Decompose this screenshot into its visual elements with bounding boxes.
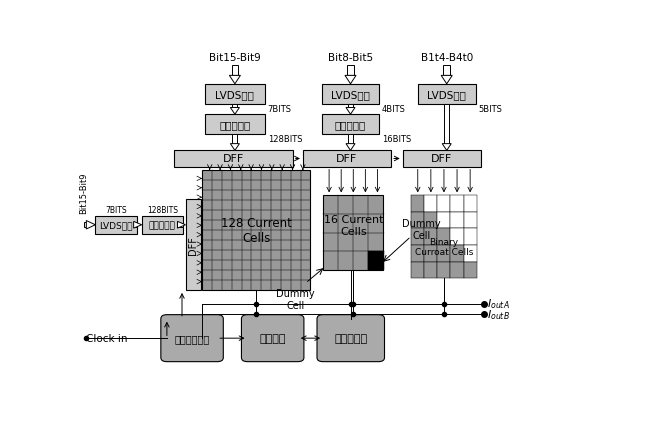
Polygon shape xyxy=(86,221,96,230)
Polygon shape xyxy=(134,222,142,229)
Text: 5BITS: 5BITS xyxy=(478,104,502,113)
Bar xyxy=(142,216,183,234)
Bar xyxy=(450,212,463,229)
Bar xyxy=(463,212,476,229)
Text: Clock in: Clock in xyxy=(86,334,128,343)
Bar xyxy=(450,229,463,245)
Bar xyxy=(450,262,463,279)
Polygon shape xyxy=(442,144,451,151)
FancyBboxPatch shape xyxy=(241,315,304,362)
Bar xyxy=(369,251,383,270)
Text: B1t4-B4t0: B1t4-B4t0 xyxy=(421,53,473,63)
Bar xyxy=(437,229,450,245)
Text: LVDS模块: LVDS模块 xyxy=(99,221,133,230)
Bar xyxy=(303,151,391,167)
Text: LVDS模块: LVDS模块 xyxy=(215,90,254,100)
Bar xyxy=(233,135,237,144)
Text: Bit15-Bit9: Bit15-Bit9 xyxy=(209,53,261,63)
Text: 16BITS: 16BITS xyxy=(382,135,411,144)
Text: Binary
Curroat Cells: Binary Curroat Cells xyxy=(415,237,473,257)
Bar xyxy=(411,245,424,262)
Text: 128BITS: 128BITS xyxy=(147,206,178,215)
Text: 7BITS: 7BITS xyxy=(105,206,127,215)
Text: 128 Current
Cells: 128 Current Cells xyxy=(221,216,292,244)
Text: $I_{outA}$: $I_{outA}$ xyxy=(487,297,510,311)
Bar xyxy=(411,196,424,212)
Bar xyxy=(443,66,450,76)
Bar xyxy=(424,196,437,212)
Text: Dummy
Cell: Dummy Cell xyxy=(276,289,315,310)
Bar xyxy=(424,229,437,245)
Bar xyxy=(450,245,463,262)
Bar xyxy=(424,212,437,229)
Bar xyxy=(437,196,450,212)
Polygon shape xyxy=(441,76,452,85)
Bar xyxy=(424,262,437,279)
Bar xyxy=(418,85,476,105)
Bar xyxy=(411,212,424,229)
Bar xyxy=(322,85,380,105)
Text: DFF: DFF xyxy=(431,154,452,164)
Text: 7BITS: 7BITS xyxy=(268,104,292,113)
Text: Bit15-Bit9: Bit15-Bit9 xyxy=(79,172,88,213)
Text: LVDS模块: LVDS模块 xyxy=(427,90,466,100)
Bar xyxy=(96,216,136,234)
Bar xyxy=(347,66,354,76)
Polygon shape xyxy=(177,222,185,229)
Polygon shape xyxy=(345,76,356,85)
Text: 校准模块: 校准模块 xyxy=(259,333,286,343)
Text: 行译码模块: 行译码模块 xyxy=(219,120,250,130)
Bar xyxy=(437,262,450,279)
Bar xyxy=(411,262,424,279)
FancyBboxPatch shape xyxy=(161,315,224,362)
Bar xyxy=(402,151,481,167)
Bar xyxy=(174,151,292,167)
Polygon shape xyxy=(230,144,239,151)
Bar xyxy=(444,105,449,144)
Text: 基准源模块: 基准源模块 xyxy=(334,333,367,343)
Text: LVDS模块: LVDS模块 xyxy=(331,90,370,100)
Bar xyxy=(463,196,476,212)
Bar xyxy=(463,262,476,279)
Polygon shape xyxy=(229,76,240,85)
Text: DFF: DFF xyxy=(223,154,244,164)
Text: DFF: DFF xyxy=(336,154,358,164)
Text: 128BITS: 128BITS xyxy=(268,135,302,144)
Bar xyxy=(348,105,353,108)
Text: Dummy
Cell: Dummy Cell xyxy=(402,219,441,240)
Bar xyxy=(205,85,265,105)
Bar xyxy=(450,196,463,212)
Bar xyxy=(177,223,183,227)
Bar xyxy=(424,245,437,262)
Text: Bit8-Bit5: Bit8-Bit5 xyxy=(328,53,373,63)
Bar xyxy=(437,212,450,229)
Text: 行译码模块: 行译码模块 xyxy=(149,221,176,230)
Bar xyxy=(134,223,136,227)
Text: DFF: DFF xyxy=(188,235,198,254)
Bar xyxy=(233,105,237,108)
Text: $I_{outB}$: $I_{outB}$ xyxy=(487,307,510,321)
Text: 时钟分配模块: 时钟分配模块 xyxy=(174,333,210,343)
Polygon shape xyxy=(346,108,355,115)
Text: 行译码模块: 行译码模块 xyxy=(335,120,366,130)
Bar xyxy=(322,115,380,135)
Bar xyxy=(348,135,353,144)
Bar xyxy=(185,199,201,290)
Polygon shape xyxy=(230,108,239,115)
Text: 4BITS: 4BITS xyxy=(382,104,406,113)
Bar xyxy=(323,196,384,270)
Bar xyxy=(411,229,424,245)
Bar xyxy=(437,245,450,262)
Bar xyxy=(205,115,265,135)
Bar xyxy=(463,229,476,245)
Polygon shape xyxy=(346,144,355,151)
FancyBboxPatch shape xyxy=(317,315,385,362)
Bar xyxy=(202,171,311,290)
Bar xyxy=(463,245,476,262)
Text: 16 Current
Cells: 16 Current Cells xyxy=(324,215,383,237)
Bar xyxy=(84,223,86,228)
Bar xyxy=(231,66,238,76)
